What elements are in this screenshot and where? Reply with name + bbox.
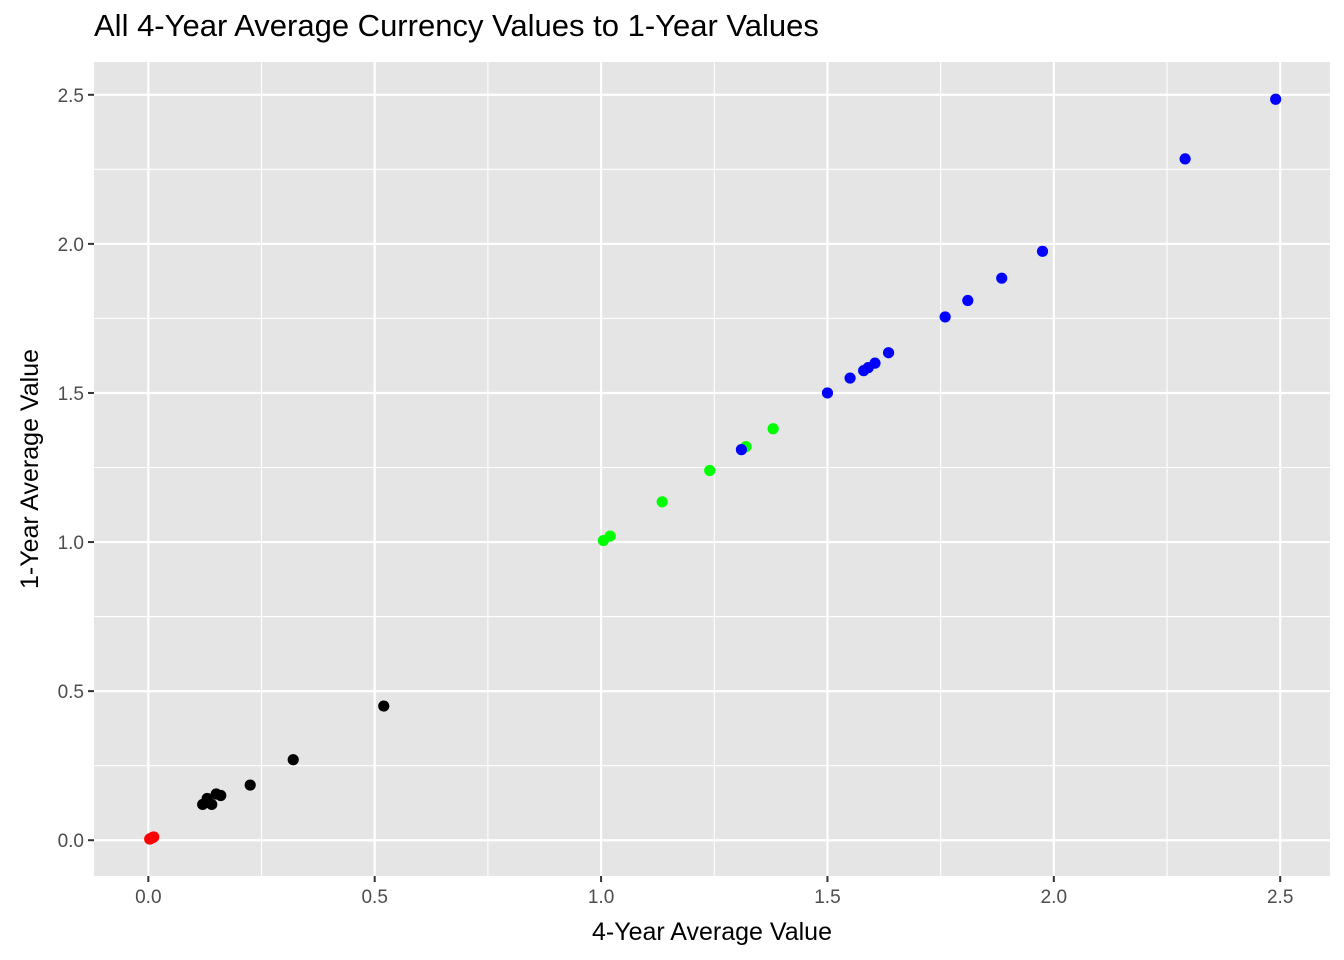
data-point [962,294,974,307]
y-tick-label: 0.0 [58,831,84,852]
data-point [821,387,834,399]
y-tick-label: 0.5 [58,682,84,703]
data-point [1179,153,1191,165]
x-tick-label: 2.0 [1041,887,1067,908]
major-grid [94,62,1330,876]
y-tick-label: 1.5 [58,384,84,405]
data-points [144,93,1282,845]
data-point [869,357,881,369]
data-point [656,496,668,508]
x-axis-title: 4-Year Average Value [592,918,832,946]
data-point [735,444,748,456]
x-axis: 0.0 0.5 1.0 1.5 2.0 2.5 [135,876,1293,908]
data-point [244,779,256,791]
data-point [939,311,951,323]
y-tick-label: 2.5 [58,86,84,107]
x-tick-label: 1.5 [814,887,840,908]
y-axis-title: 1-Year Average Value [16,349,44,589]
data-point [378,700,390,712]
data-point [844,372,856,384]
chart-title: All 4-Year Average Currency Values to 1-… [94,8,819,43]
x-tick-label: 2.5 [1267,887,1293,908]
y-tick-label: 2.0 [58,235,84,256]
y-axis: 0.0 0.5 1.0 1.5 2.0 2.5 [58,86,94,852]
data-point [604,530,616,542]
data-point [1270,93,1282,105]
y-tick-label: 1.0 [58,533,84,554]
data-point [206,798,218,811]
x-tick-label: 0.0 [135,887,161,908]
data-point [882,347,895,359]
data-point [287,754,299,766]
x-tick-label: 1.0 [588,887,614,908]
data-point [1036,245,1049,257]
x-tick-label: 0.5 [361,887,387,908]
data-point [148,831,160,843]
data-point [996,272,1008,284]
data-point [767,423,779,435]
data-point [215,789,227,802]
data-point [704,464,716,477]
